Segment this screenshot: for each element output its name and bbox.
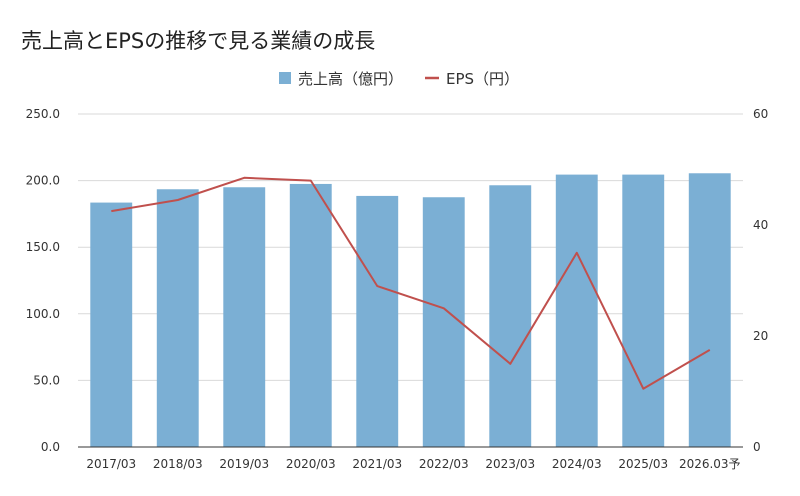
- x-tick-label: 2018/03: [153, 457, 203, 471]
- chart-title: 売上高とEPSの推移で見る業績の成長: [21, 29, 375, 53]
- sales-bar: [422, 197, 465, 447]
- legend: 売上高（億円） EPS（円）: [279, 70, 519, 88]
- sales-bar: [289, 183, 332, 447]
- x-tick-label: 2024/03: [552, 457, 602, 471]
- y-right-tick-label: 40: [753, 218, 768, 232]
- legend-label-eps: EPS（円）: [446, 70, 519, 88]
- x-tick-label: 2023/03: [485, 457, 535, 471]
- legend-label-sales: 売上高（億円）: [298, 70, 403, 88]
- sales-bar: [622, 174, 665, 447]
- x-tick-label: 2019/03: [219, 457, 269, 471]
- y-left-tick-label: 250.0: [26, 107, 60, 121]
- y-left-tick-label: 200.0: [26, 174, 60, 188]
- y-left-tick-label: 50.0: [33, 373, 60, 387]
- y-right-tick-label: 0: [753, 440, 761, 454]
- sales-bars: [90, 173, 731, 448]
- y-left-tick-label: 150.0: [26, 240, 60, 254]
- sales-bar: [555, 174, 598, 447]
- y-left-tick-label: 100.0: [26, 307, 60, 321]
- sales-bar: [156, 189, 199, 447]
- sales-bar: [356, 195, 399, 447]
- y-left-tick-label: 0.0: [41, 440, 60, 454]
- x-tick-label: 2017/03: [86, 457, 136, 471]
- sales-bar: [90, 202, 133, 447]
- sales-bar: [489, 185, 532, 447]
- sales-bar: [688, 173, 731, 448]
- y-right-tick-label: 20: [753, 329, 768, 343]
- x-tick-label: 2021/03: [352, 457, 402, 471]
- tick-labels: 0.0 50.0 100.0 150.0 200.0 250.0 0 20 40 60 2017/0…: [26, 107, 769, 471]
- x-tick-label: 2025/03: [618, 457, 668, 471]
- eps-line-group: [111, 176, 711, 390]
- legend-swatch-sales: [279, 72, 291, 84]
- x-tick-label: 2022/03: [419, 457, 469, 471]
- x-tick-label: 2020/03: [286, 457, 336, 471]
- eps-line: [111, 176, 711, 390]
- x-tick-label: 2026.03予: [679, 457, 741, 471]
- sales-bar: [223, 187, 266, 447]
- y-right-tick-label: 60: [753, 107, 768, 121]
